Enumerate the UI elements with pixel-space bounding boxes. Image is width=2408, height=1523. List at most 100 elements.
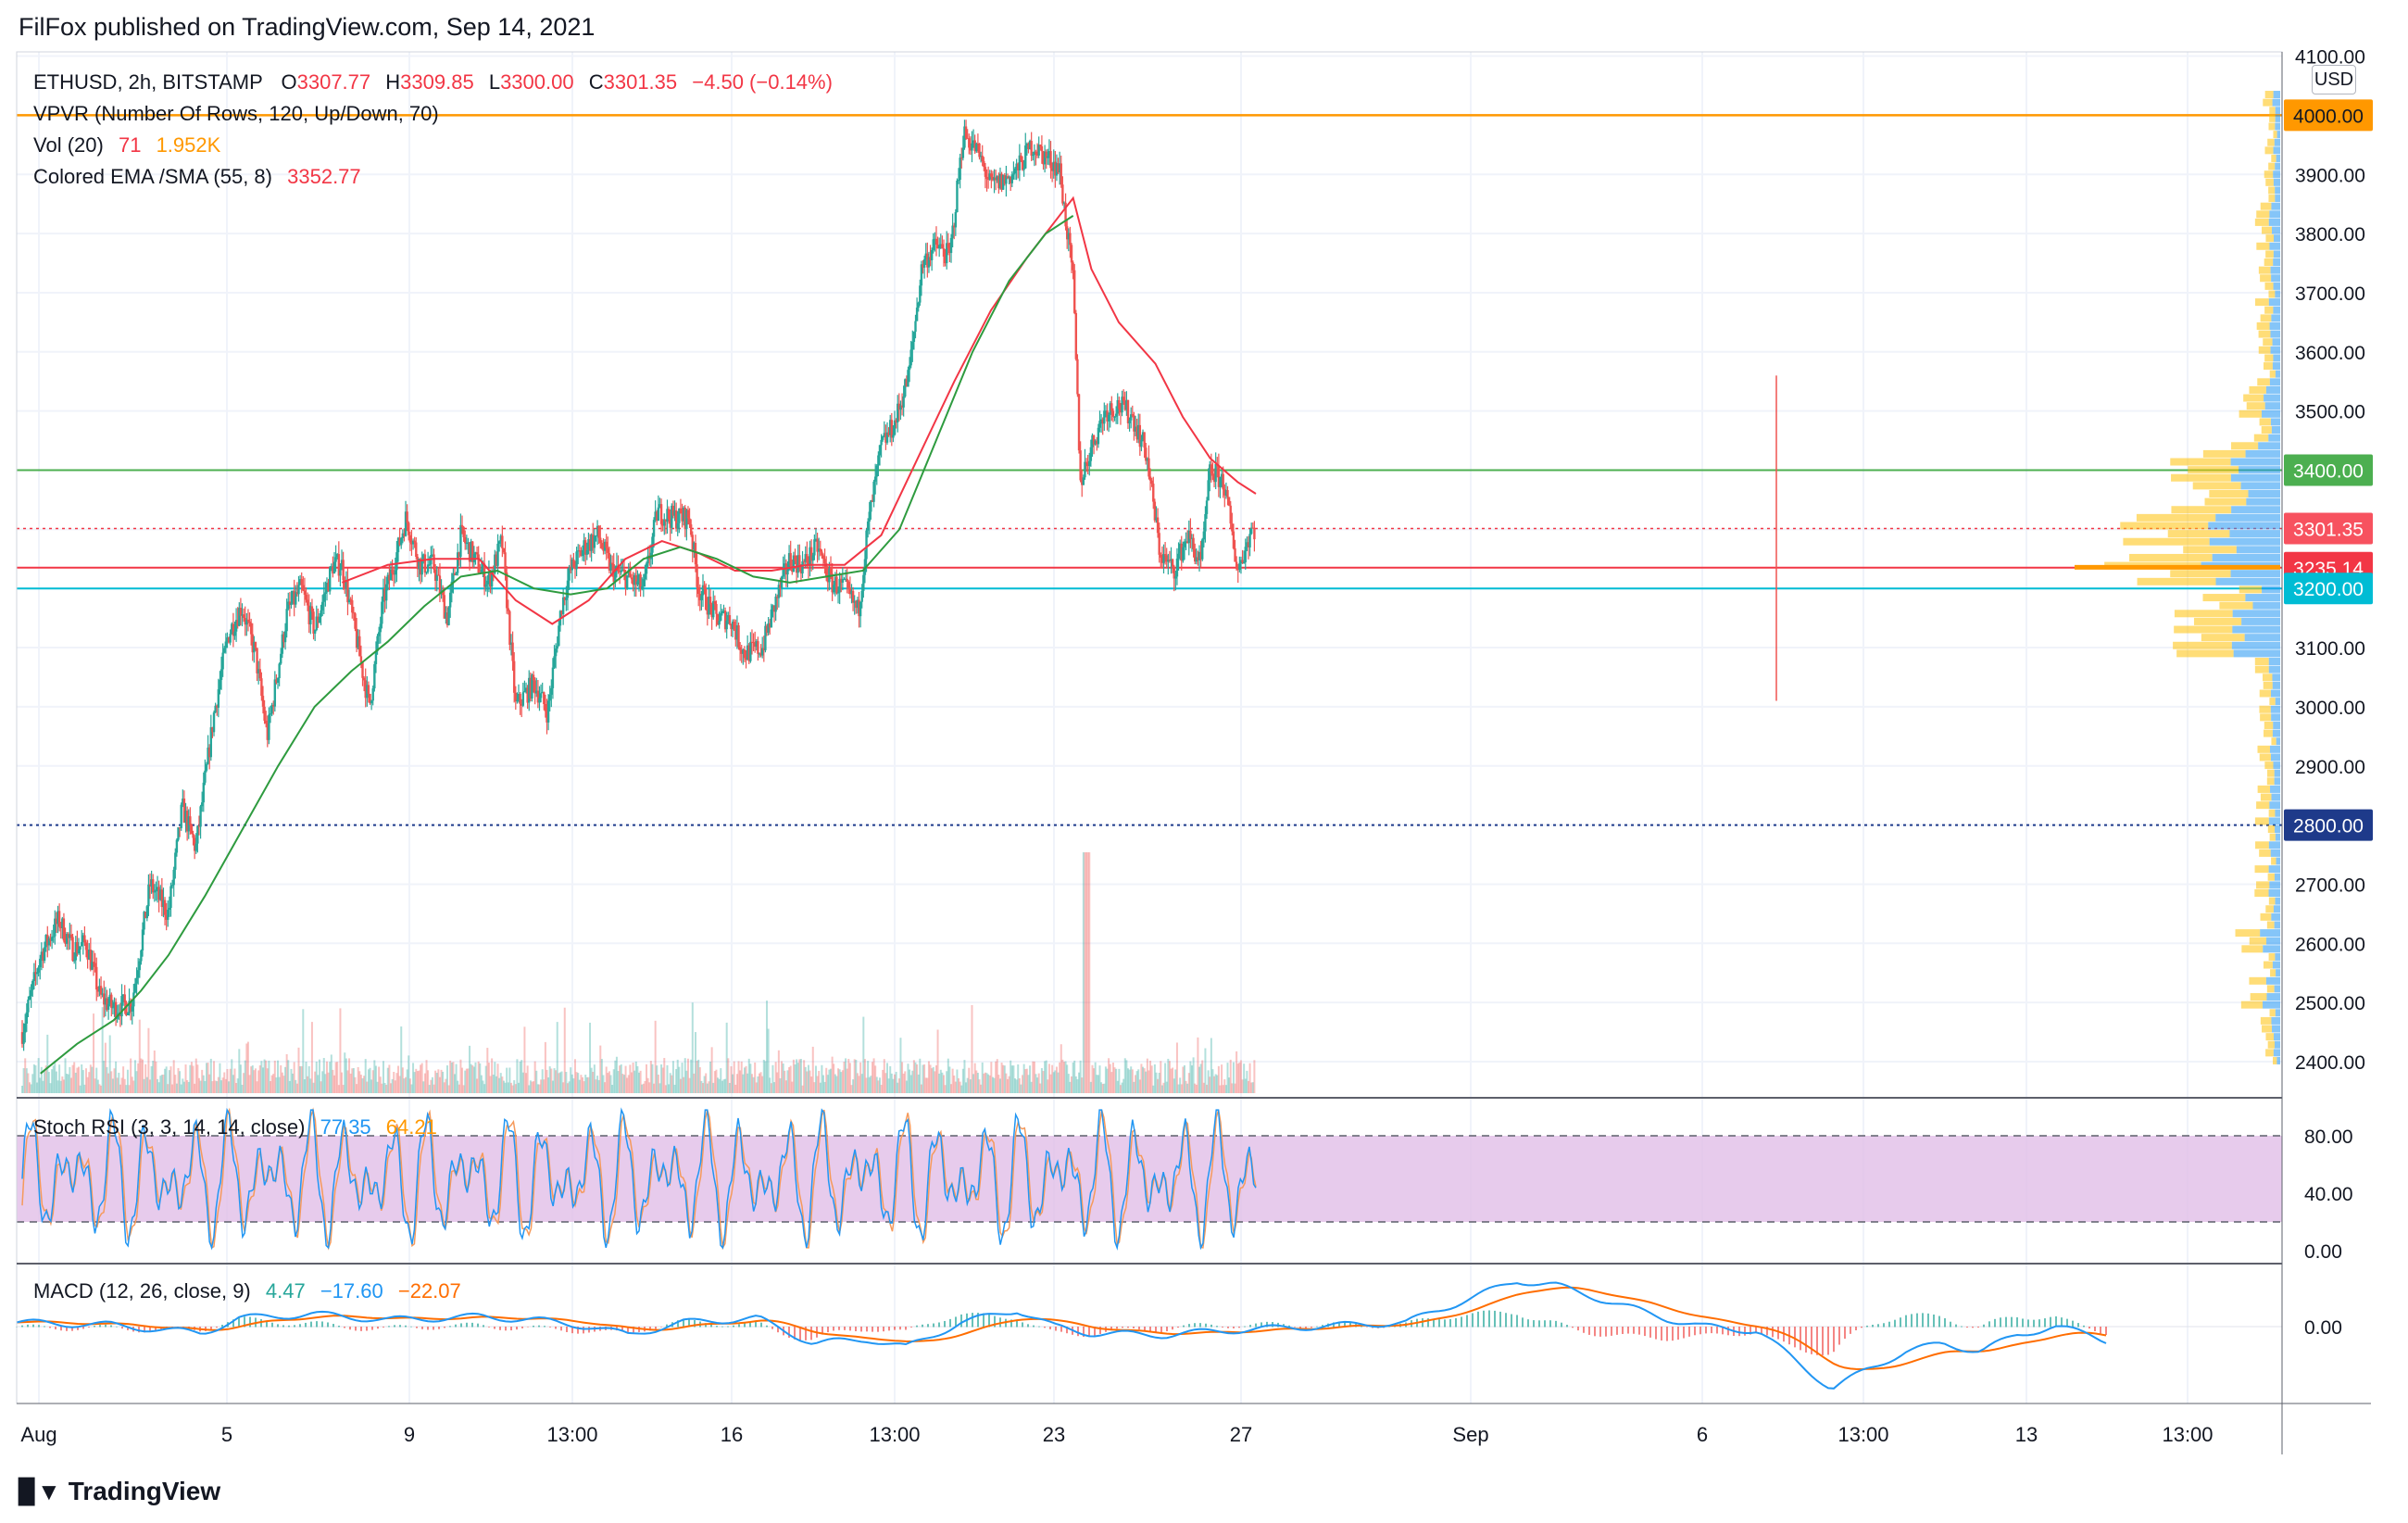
candle-body xyxy=(1025,144,1029,146)
macd-hist-bar xyxy=(377,1327,379,1329)
candle-body xyxy=(297,585,300,595)
candle-body xyxy=(948,247,951,254)
candle-body xyxy=(897,403,901,410)
candle-body xyxy=(1061,184,1064,204)
volume-bar xyxy=(1115,1068,1118,1093)
ema-legend[interactable]: Colored EMA /SMA (55, 8) 3352.77 xyxy=(33,165,361,188)
volume-bar xyxy=(196,1064,199,1093)
candle-body xyxy=(920,264,923,286)
volume-bar xyxy=(378,1066,381,1093)
volume-bar xyxy=(897,1082,899,1093)
macd-hist-bar xyxy=(533,1325,534,1328)
macd-hist-bar xyxy=(1583,1327,1585,1333)
volume-bar xyxy=(683,1076,685,1093)
volume-bar xyxy=(911,1070,914,1093)
volume-bar xyxy=(612,1069,615,1093)
volume-bar xyxy=(383,1082,386,1093)
candle-body xyxy=(746,645,749,661)
price-label-box xyxy=(2284,454,2373,486)
candle-body xyxy=(1010,176,1012,183)
volume-bar xyxy=(31,1074,34,1093)
candle-body xyxy=(1104,410,1108,412)
macd-hist-bar xyxy=(1149,1327,1151,1332)
candle-body xyxy=(887,432,890,435)
volume-bar xyxy=(128,1085,131,1093)
volume-bar xyxy=(1248,1063,1251,1093)
macd-hist-bar xyxy=(1311,1327,1312,1328)
volume-bar xyxy=(859,1062,862,1093)
candle-body xyxy=(207,747,209,764)
candle-body xyxy=(129,1001,132,1012)
candle-body xyxy=(1033,151,1036,156)
candle-body xyxy=(59,926,62,928)
macd-legend[interactable]: MACD (12, 26, close, 9) 4.47 −17.60 −22.… xyxy=(33,1279,461,1303)
candle-body xyxy=(94,963,96,967)
vpvr-legend[interactable]: VPVR (Number Of Rows, 120, Up/Down, 70) xyxy=(33,102,439,125)
candle-body xyxy=(269,713,272,715)
candle-body xyxy=(325,582,329,593)
candle-body xyxy=(825,563,828,577)
candle-body xyxy=(1236,569,1239,571)
macd-hist-bar xyxy=(455,1324,457,1328)
candle-body xyxy=(569,567,572,571)
volume-bar xyxy=(110,1071,113,1093)
volume-bar xyxy=(1251,1082,1254,1093)
candle-body xyxy=(1173,566,1175,579)
time-tick: 23 xyxy=(1043,1423,1065,1446)
volume-bar xyxy=(333,1075,336,1093)
volume-bar xyxy=(1093,1068,1096,1093)
symbol-label[interactable]: ETHUSD, 2h, BITSTAMP xyxy=(33,70,263,94)
tradingview-footer[interactable]: ▉▼ TradingView xyxy=(19,1477,221,1505)
volume-bar xyxy=(543,1079,546,1093)
candle-body xyxy=(686,510,690,519)
volume-bar xyxy=(1104,1066,1107,1093)
vpvr-down-bar xyxy=(2268,809,2276,817)
candle-body xyxy=(975,143,978,152)
candle-body xyxy=(585,549,589,555)
vol-legend[interactable]: Vol (20) 71 1.952K xyxy=(33,133,221,157)
volume-bar xyxy=(698,1067,701,1093)
vpvr-down-bar xyxy=(2137,577,2216,585)
stoch-legend[interactable]: Stoch RSI (3, 3, 14, 14, close) 77.35 64… xyxy=(33,1115,437,1139)
volume-bar xyxy=(596,1076,599,1093)
vpvr-up-bar xyxy=(2275,952,2280,961)
candle-body xyxy=(57,911,61,927)
volume-bar xyxy=(1039,1083,1042,1093)
vpvr-down-bar xyxy=(2254,817,2269,825)
candle-body xyxy=(723,610,727,630)
candle-body xyxy=(143,912,145,930)
macd-hist-bar xyxy=(827,1327,829,1333)
volume-bar xyxy=(666,1064,669,1093)
candle-body xyxy=(140,950,143,962)
candle-body xyxy=(1202,531,1206,540)
volume-bar xyxy=(1064,1061,1067,1093)
currency-button[interactable]: USD xyxy=(2312,65,2356,94)
candle-body xyxy=(777,585,781,598)
candle-body xyxy=(373,663,376,689)
candle-body xyxy=(994,177,997,181)
candle-body xyxy=(433,569,437,581)
volume-bar xyxy=(590,1067,593,1093)
candle-body xyxy=(851,590,855,603)
volume-bar xyxy=(777,1050,780,1093)
candle-body xyxy=(467,542,470,544)
vpvr-up-bar xyxy=(2274,138,2280,146)
candle-body xyxy=(223,648,226,653)
candle-body xyxy=(621,569,624,571)
candle-body xyxy=(696,564,698,587)
volume-bar xyxy=(920,1084,922,1093)
vpvr-down-bar xyxy=(2136,513,2216,522)
volume-bar xyxy=(47,1072,50,1093)
macd-hist-bar xyxy=(755,1320,757,1328)
vpvr-up-bar xyxy=(2266,937,2280,945)
candle-body xyxy=(698,593,701,601)
vpvr-up-bar xyxy=(2276,737,2280,746)
candle-body xyxy=(189,816,192,825)
volume-bar xyxy=(657,1075,659,1093)
volume-bar xyxy=(909,1075,912,1093)
vpvr-up-bar xyxy=(2230,458,2280,466)
candle-body xyxy=(1165,555,1168,562)
candle-body xyxy=(1092,434,1096,445)
volume-bar xyxy=(1079,1060,1082,1093)
candle-body xyxy=(268,714,270,740)
